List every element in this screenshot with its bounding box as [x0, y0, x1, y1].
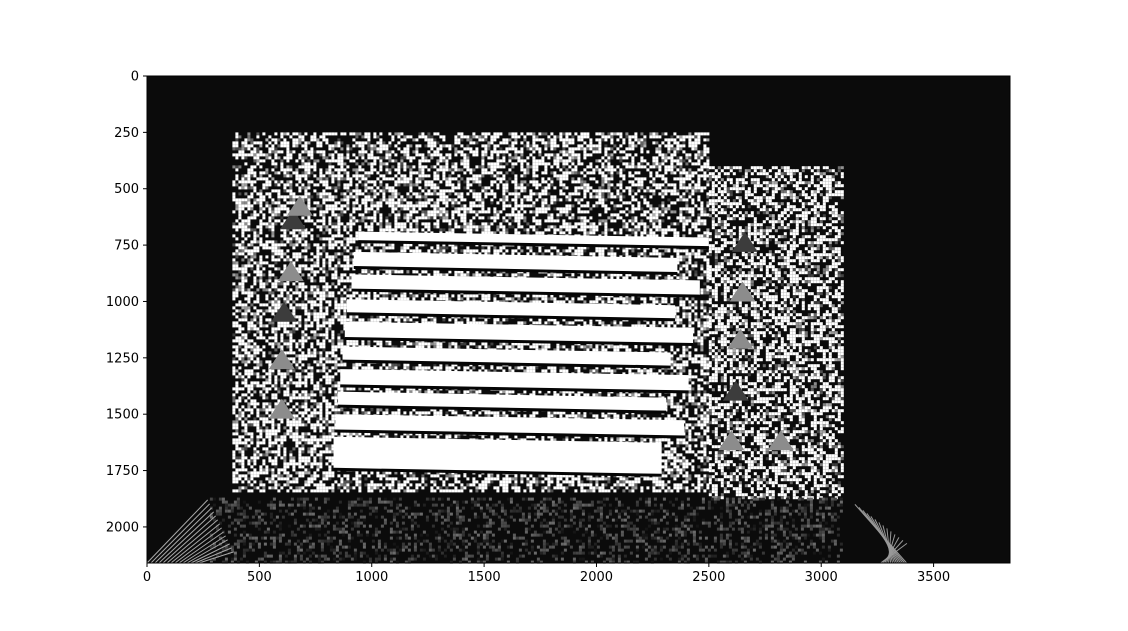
- gray-triangle-group: [268, 195, 794, 451]
- y-tick-label-6: 1500: [106, 408, 139, 423]
- noise-region-noisy_panel: [708, 166, 844, 500]
- gray-triangle-6: [731, 231, 758, 252]
- stripe-2: [351, 274, 700, 296]
- gray-triangle-3: [271, 301, 298, 322]
- x-axis: 0 500 1000 1500 2000 2500 3000 3500: [143, 563, 950, 585]
- stripe-edge-9: [333, 467, 662, 477]
- stripe-4: [344, 321, 694, 344]
- x-tick-label-1: 500: [247, 570, 272, 585]
- stripe-group: [333, 231, 709, 477]
- gray-triangle-2: [277, 261, 304, 282]
- gray-triangle-8: [727, 328, 754, 349]
- stripe-edge-8: [335, 429, 685, 439]
- y-tick-label-7: 1750: [106, 464, 139, 479]
- gray-triangle-5: [268, 398, 295, 419]
- stripe-edge-2: [351, 288, 700, 298]
- gray-triangle-0: [280, 209, 307, 230]
- stripe-edge-5: [342, 359, 671, 369]
- x-tick-label-4: 2000: [580, 570, 613, 585]
- x-tick-label-6: 3000: [805, 570, 838, 585]
- gray-triangle-4: [268, 349, 295, 370]
- corner-streaks: [146, 499, 908, 564]
- y-tick-label-3: 750: [114, 239, 139, 254]
- gray-triangle-10: [718, 430, 745, 451]
- y-tick-label-4: 1000: [106, 295, 139, 310]
- stripe-6: [340, 369, 689, 391]
- y-tick-label-2: 500: [114, 182, 139, 197]
- stripe-edge-4: [344, 337, 694, 347]
- x-tick-label-5: 2500: [692, 570, 725, 585]
- stripe-edge-6: [340, 384, 689, 394]
- stripe-9: [333, 436, 662, 475]
- stripe-edge-1: [353, 266, 678, 276]
- x-tick-label-0: 0: [143, 570, 151, 585]
- x-tick-label-2: 1000: [355, 570, 388, 585]
- axes-frame: [146, 75, 1011, 564]
- y-axis: 0 250 500 750 1000 1250 1500 1750 2000: [106, 70, 147, 535]
- y-tick-label-0: 0: [131, 70, 139, 85]
- x-tick-label-3: 1500: [468, 570, 501, 585]
- stripe-8: [335, 414, 685, 436]
- gray-triangle-11: [767, 430, 794, 451]
- stripe-1: [353, 251, 678, 273]
- stripe-edge-0: [358, 240, 709, 250]
- stripe-0: [358, 231, 709, 247]
- y-tick-label-5: 1250: [106, 351, 139, 366]
- x-tick-label-7: 3500: [917, 570, 950, 585]
- stripe-edge-3: [346, 312, 676, 322]
- image-heatmap: [146, 76, 1010, 564]
- stripe-edge-7: [338, 404, 667, 414]
- y-tick-label-8: 2000: [106, 520, 139, 535]
- gray-triangle-1: [286, 195, 313, 216]
- y-tick-label-1: 250: [114, 126, 139, 141]
- plot-area: [146, 76, 1010, 564]
- gray-triangle-7: [729, 281, 756, 302]
- gray-triangle-9: [722, 380, 749, 401]
- noise-region-bottom_noise: [209, 497, 843, 564]
